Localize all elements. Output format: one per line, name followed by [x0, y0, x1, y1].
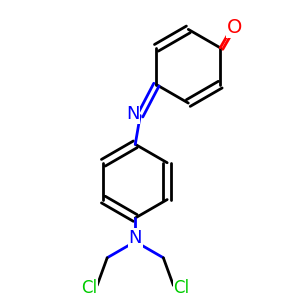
- Text: Cl: Cl: [174, 279, 190, 297]
- Text: N: N: [128, 229, 142, 247]
- Text: O: O: [227, 18, 242, 37]
- Text: Cl: Cl: [81, 279, 97, 297]
- Text: N: N: [126, 105, 140, 123]
